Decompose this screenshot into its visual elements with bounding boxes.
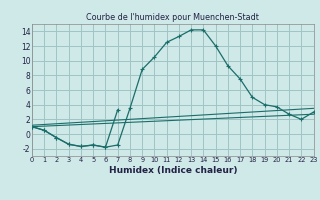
Title: Courbe de l'humidex pour Muenchen-Stadt: Courbe de l'humidex pour Muenchen-Stadt — [86, 13, 259, 22]
X-axis label: Humidex (Indice chaleur): Humidex (Indice chaleur) — [108, 166, 237, 175]
